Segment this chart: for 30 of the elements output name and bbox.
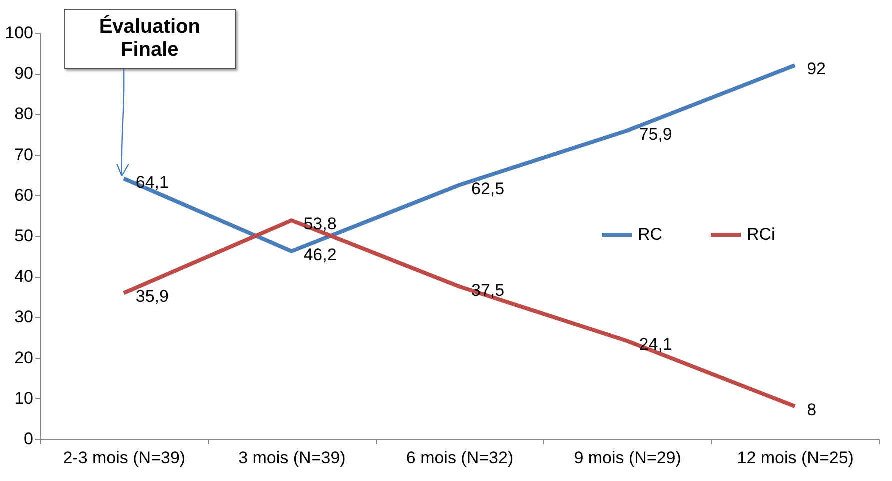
callout-box: Évaluation Finale <box>64 8 236 69</box>
y-tick-label: 60 <box>14 186 34 205</box>
y-tick-label: 30 <box>14 308 34 327</box>
data-label: 24,1 <box>639 335 672 354</box>
data-label: 46,2 <box>304 245 337 264</box>
data-label: 35,9 <box>136 287 169 306</box>
y-tick-label: 80 <box>14 104 34 124</box>
legend-label: RC <box>638 225 663 244</box>
y-tick-label: 40 <box>14 267 34 286</box>
y-tick-label: 100 <box>5 24 34 42</box>
y-tick-label: 50 <box>14 226 34 246</box>
y-tick-label: 0 <box>24 430 34 448</box>
line-series <box>122 218 798 409</box>
x-tick-label: 2-3 mois (N=39) <box>63 448 186 468</box>
data-label: 62,5 <box>472 179 505 198</box>
x-tick-label: 6 mois (N=32) <box>406 448 514 468</box>
y-tick-label: 70 <box>14 145 34 164</box>
y-tick-label: 10 <box>14 388 34 408</box>
x-tick-label: 12 mois (N=25) <box>737 448 854 468</box>
y-tick-label: 20 <box>14 348 34 368</box>
x-tick-label: 3 mois (N=39) <box>238 448 346 468</box>
data-label: 37,5 <box>472 280 505 300</box>
data-label: 8 <box>807 400 817 420</box>
data-label: 53,8 <box>304 214 337 234</box>
x-tick-label: 9 mois (N=29) <box>574 448 682 468</box>
data-label: 75,9 <box>639 124 672 144</box>
data-label: 64,1 <box>136 172 169 192</box>
data-label: 92 <box>807 59 826 78</box>
y-tick-label: 90 <box>14 64 34 84</box>
legend-label: RCi <box>747 225 776 244</box>
